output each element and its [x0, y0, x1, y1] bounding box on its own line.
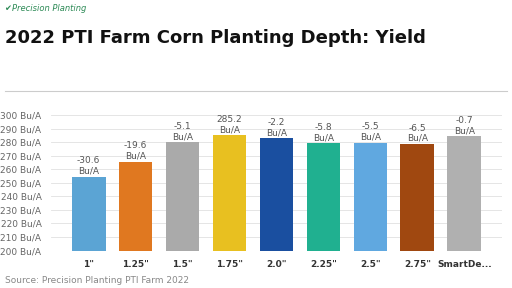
Text: -30.6
Bu/A: -30.6 Bu/A	[77, 156, 100, 176]
Text: -0.7
Bu/A: -0.7 Bu/A	[454, 116, 475, 135]
Text: -6.5
Bu/A: -6.5 Bu/A	[407, 124, 428, 143]
Text: ✔Precision Planting: ✔Precision Planting	[5, 4, 87, 13]
Text: -5.5
Bu/A: -5.5 Bu/A	[360, 122, 381, 142]
Bar	[400, 144, 434, 251]
Bar	[212, 135, 246, 251]
Text: -2.2
Bu/A: -2.2 Bu/A	[266, 118, 287, 137]
Text: 285.2
Bu/A: 285.2 Bu/A	[217, 115, 242, 134]
Bar	[447, 136, 481, 251]
Text: Source: Precision Planting PTI Farm 2022: Source: Precision Planting PTI Farm 2022	[5, 276, 189, 285]
Text: -19.6
Bu/A: -19.6 Bu/A	[124, 141, 147, 161]
Text: 2022 PTI Farm Corn Planting Depth: Yield: 2022 PTI Farm Corn Planting Depth: Yield	[5, 29, 426, 47]
Bar	[260, 138, 293, 251]
Text: -5.1
Bu/A: -5.1 Bu/A	[172, 122, 193, 141]
Text: -5.8
Bu/A: -5.8 Bu/A	[313, 123, 334, 142]
Bar	[165, 142, 200, 251]
Bar	[72, 177, 105, 251]
Bar	[353, 143, 388, 251]
Bar	[119, 162, 153, 251]
Bar	[307, 143, 340, 251]
